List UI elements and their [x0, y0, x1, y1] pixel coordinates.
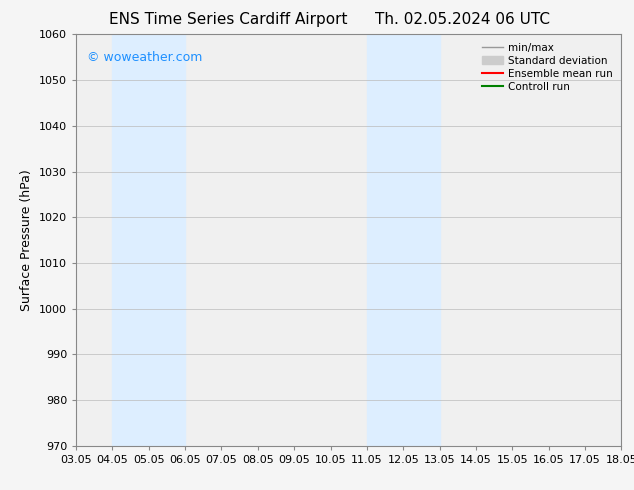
Text: Th. 02.05.2024 06 UTC: Th. 02.05.2024 06 UTC [375, 12, 550, 27]
Bar [149, 34, 185, 446]
Bar [621, 34, 634, 446]
Text: ENS Time Series Cardiff Airport: ENS Time Series Cardiff Airport [109, 12, 347, 27]
Bar [403, 34, 439, 446]
Legend: min/max, Standard deviation, Ensemble mean run, Controll run: min/max, Standard deviation, Ensemble me… [479, 40, 616, 95]
Text: © woweather.com: © woweather.com [87, 51, 202, 64]
Y-axis label: Surface Pressure (hPa): Surface Pressure (hPa) [20, 169, 34, 311]
Bar [112, 34, 149, 446]
Bar [367, 34, 403, 446]
